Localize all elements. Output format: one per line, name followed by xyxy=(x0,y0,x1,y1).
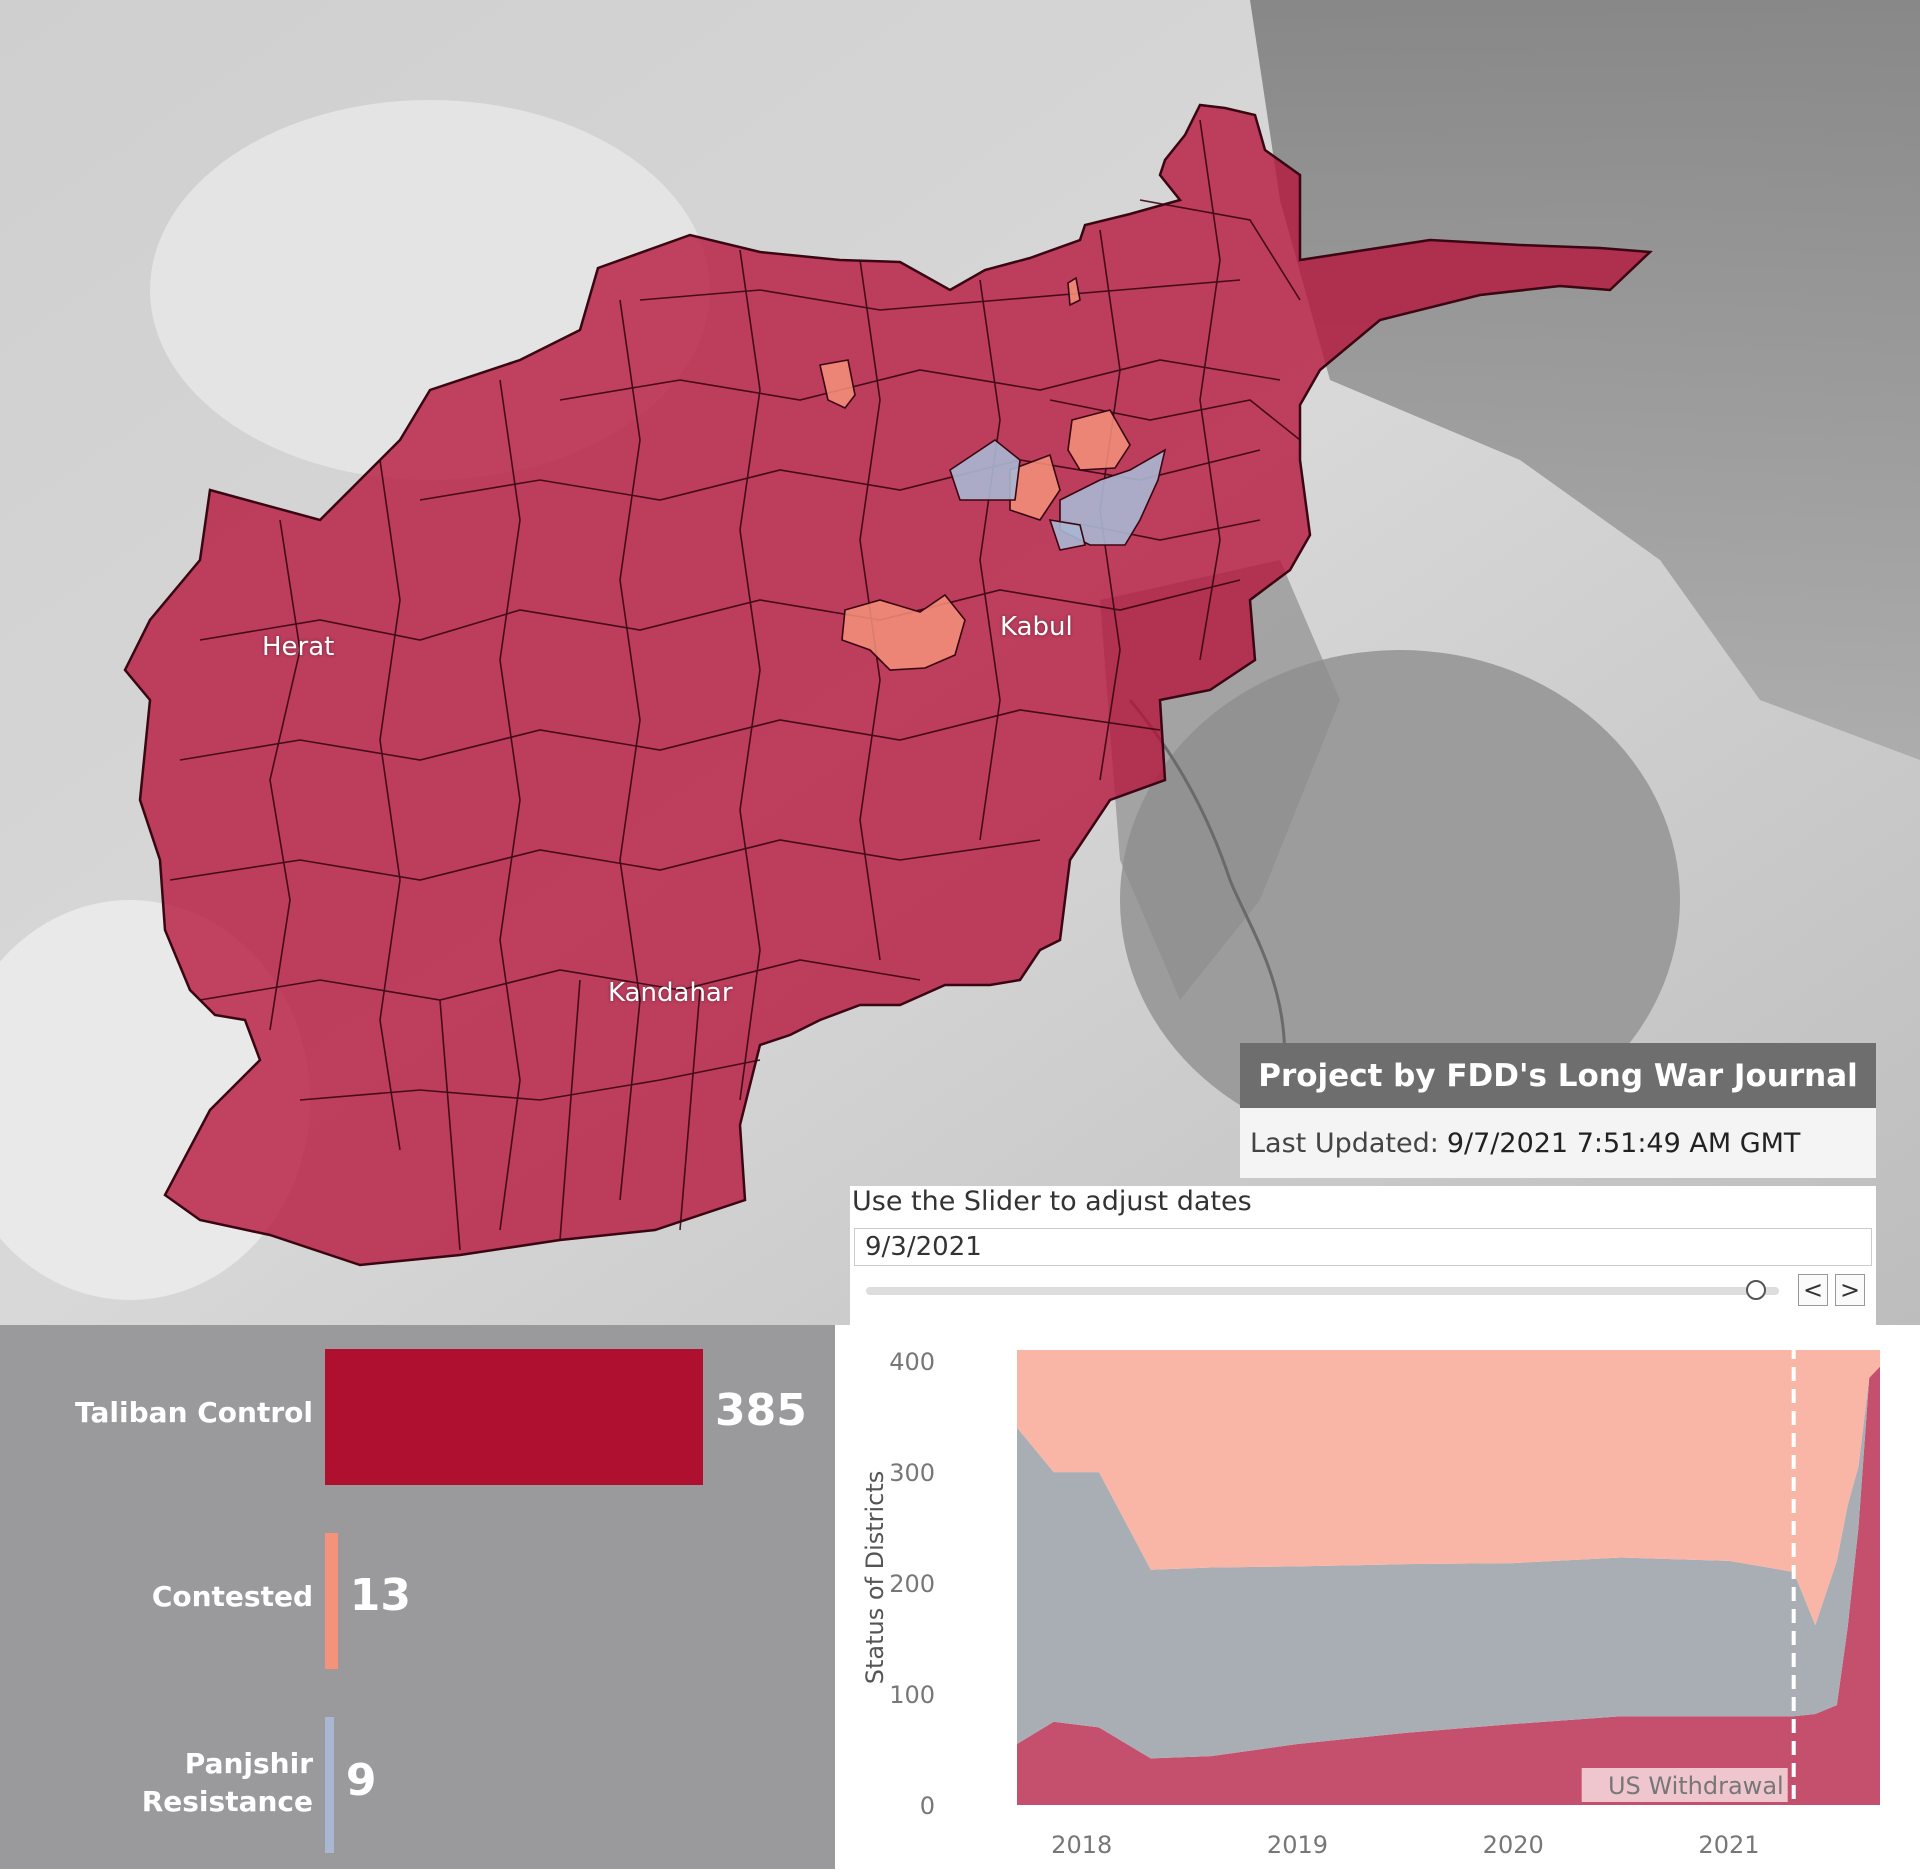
previous-date-button[interactable]: < xyxy=(1798,1274,1828,1306)
x-tick-label: 2021 xyxy=(1698,1831,1759,1859)
slider-track[interactable] xyxy=(866,1287,1779,1295)
slider-thumb[interactable] xyxy=(1746,1280,1767,1300)
panjshir-districts xyxy=(949,439,1167,551)
date-input[interactable]: 9/3/2021 xyxy=(854,1228,1872,1266)
x-tick-label: 2020 xyxy=(1483,1831,1544,1859)
district-status-summary: Taliban Control 385 Contested 13 Panjshi… xyxy=(0,1325,835,1869)
city-label-kabul: Kabul xyxy=(1000,612,1073,642)
annotation-label-background xyxy=(1581,1768,1788,1802)
district-status-chart-panel: 0 100 200 300 400 2018 2019 2020 2021 Status of D… xyxy=(835,1325,1920,1869)
bar-taliban-control xyxy=(325,1349,703,1485)
last-updated-value: 9/7/2021 7:51:49 AM GMT xyxy=(1446,1127,1801,1159)
afghanistan-district-map xyxy=(0,0,1920,1325)
bar-contested xyxy=(325,1533,338,1669)
district-borders xyxy=(169,119,1301,1251)
slider-title: Use the Slider to adjust dates xyxy=(852,1186,1252,1217)
y-axis-label: Status of Districts xyxy=(861,1471,889,1685)
mountain-range xyxy=(1250,0,1920,760)
bar-value-taliban: 385 xyxy=(715,1385,807,1436)
last-updated: Last Updated: 9/7/2021 7:51:49 AM GMT xyxy=(1240,1108,1876,1178)
annotation-label: US Withdrawal xyxy=(1608,1772,1784,1800)
date-slider-panel: Use the Slider to adjust dates 9/3/2021 … xyxy=(850,1186,1876,1325)
bar-label-contested: Contested xyxy=(151,1580,313,1613)
y-tick-label: 200 xyxy=(889,1570,935,1598)
area-series-contested xyxy=(1017,1350,1880,1626)
area-series-taliban xyxy=(1017,1366,1880,1805)
y-tick-label: 400 xyxy=(889,1348,935,1376)
bar-panjshir-resistance xyxy=(325,1717,334,1853)
bar-value-contested: 13 xyxy=(349,1570,411,1621)
y-tick-label: 0 xyxy=(920,1792,935,1820)
bar-label-panjshir: Panjshir Resistance xyxy=(141,1747,313,1818)
river xyxy=(1128,699,1287,1101)
country-shape xyxy=(123,103,1653,1267)
city-label-herat: Herat xyxy=(262,632,335,662)
district-status-area-chart: 0 100 200 300 400 2018 2019 2020 2021 Status of D… xyxy=(861,1345,1880,1859)
y-tick-label: 300 xyxy=(889,1459,935,1487)
last-updated-label: Last Updated: xyxy=(1250,1127,1439,1159)
project-banner: Project by FDD's Long War Journal xyxy=(1240,1043,1876,1108)
y-tick-label: 100 xyxy=(889,1681,935,1709)
x-tick-label: 2018 xyxy=(1051,1831,1112,1859)
contested-districts xyxy=(819,276,1131,671)
x-tick-label: 2019 xyxy=(1267,1831,1328,1859)
area-series-government xyxy=(1017,1366,1880,1759)
next-date-button[interactable]: > xyxy=(1835,1274,1865,1306)
bar-value-panjshir: 9 xyxy=(345,1755,377,1806)
city-label-kandahar: Kandahar xyxy=(608,978,733,1008)
bar-label-taliban: Taliban Control xyxy=(75,1396,313,1429)
